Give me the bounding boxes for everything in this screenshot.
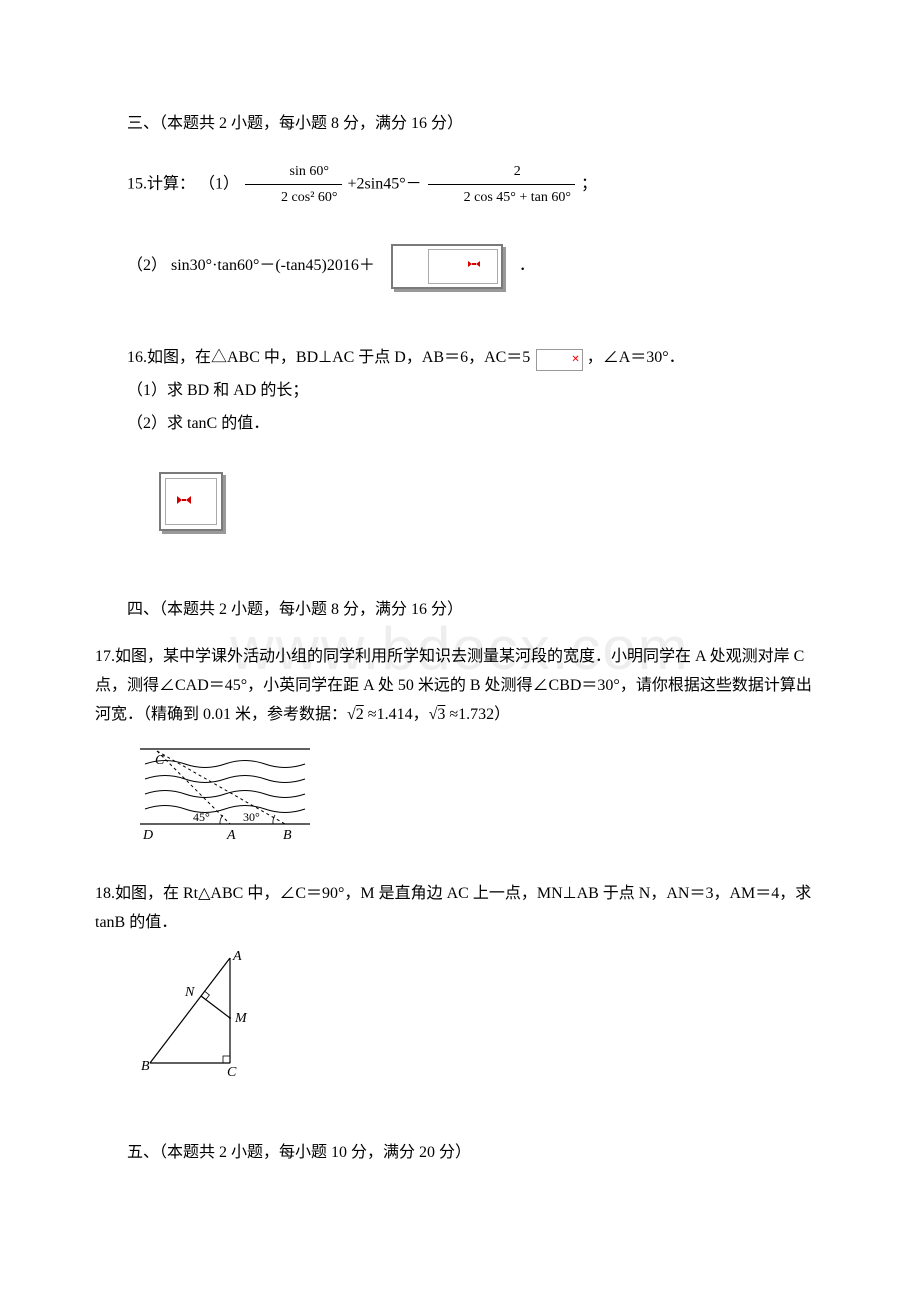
p18-text: 18.如图，在 Rt△ABC 中，∠C＝90°，M 是直角边 AC 上一点，MN… — [95, 880, 825, 938]
section-5-heading: 五、（本题共 2 小题，每小题 10 分，满分 20 分） — [95, 1139, 825, 1168]
p16-line1a: 16.如图，在△ABC 中，BD⊥AC 于点 D，AB＝6，AC＝5 — [127, 349, 530, 366]
label-D: D — [142, 828, 153, 843]
p18-diagram: A N M B C — [135, 948, 825, 1089]
p15-part1-label: （1） — [199, 175, 239, 192]
p17-sqrt3: √3 — [429, 706, 446, 723]
broken-image-1 — [391, 244, 503, 289]
p15-part2: （2） sin30°·tan60°－(-tan45)2016＋ — [127, 257, 375, 274]
broken-image-icon — [176, 493, 188, 505]
p15-frac2: 2 2 cos 45° + tan 60° — [428, 159, 575, 210]
label-B: B — [283, 828, 292, 843]
p15-frac1: sin 60° 2 cos² 60° — [245, 159, 341, 210]
p17-text: 17.如图，某中学课外活动小组的同学利用所学知识去测量某河段的宽度．小明同学在 … — [95, 643, 825, 729]
label-N: N — [184, 985, 195, 1000]
label-B2: B — [141, 1059, 150, 1074]
broken-image-icon — [467, 258, 479, 270]
p15-part2-end: ． — [519, 257, 535, 274]
label-30: 30° — [243, 810, 260, 824]
label-C2: C — [227, 1065, 237, 1078]
broken-image-small-1: ✕ — [536, 349, 582, 371]
p17-diagram: C 45° 30° D A B — [135, 739, 825, 860]
problem-16: 16.如图，在△ABC 中，BD⊥AC 于点 D，AB＝6，AC＝5 ✕ ，∠A… — [95, 344, 825, 531]
label-A: A — [226, 828, 236, 843]
label-45: 45° — [193, 810, 210, 824]
p16-line1b: ，∠A＝30°． — [587, 349, 685, 366]
p16-line2: （1）求 BD 和 AD 的长； — [95, 377, 825, 406]
p16-figure — [159, 472, 825, 531]
p15-mid1: +2sin45°－ — [348, 175, 422, 192]
p16-line1: 16.如图，在△ABC 中，BD⊥AC 于点 D，AB＝6，AC＝5 ✕ ，∠A… — [95, 344, 825, 373]
problem-15: 15.计算： （1） sin 60° 2 cos² 60° +2sin45°－ … — [95, 159, 825, 289]
p16-line3: （2）求 tanC 的值． — [95, 410, 825, 439]
section-4-heading: 四、（本题共 2 小题，每小题 8 分，满分 16 分） — [95, 596, 825, 625]
p17-approx1: ≈1.414， — [368, 706, 429, 723]
section-3-heading: 三、（本题共 2 小题，每小题 8 分，满分 16 分） — [95, 110, 825, 139]
problem-15-part2: （2） sin30°·tan60°－(-tan45)2016＋ ． — [95, 244, 825, 289]
p15-frac2-num: 2 — [428, 159, 575, 185]
p15-end1: ； — [581, 175, 597, 192]
problem-17: 17.如图，某中学课外活动小组的同学利用所学知识去测量某河段的宽度．小明同学在 … — [95, 643, 825, 860]
p15-frac2-den: 2 cos 45° + tan 60° — [428, 185, 575, 210]
problem-18: 18.如图，在 Rt△ABC 中，∠C＝90°，M 是直角边 AC 上一点，MN… — [95, 880, 825, 1088]
p17-approx2: ≈1.732） — [449, 706, 510, 723]
p15-frac1-num: sin 60° — [245, 159, 341, 185]
label-A2: A — [232, 949, 242, 964]
broken-image-2 — [159, 472, 223, 531]
label-M: M — [234, 1011, 248, 1026]
p15-frac1-den: 2 cos² 60° — [245, 185, 341, 210]
p15-prefix: 15.计算： — [127, 175, 195, 192]
p17-sqrt2: √2 — [347, 706, 364, 723]
problem-15-part1: 15.计算： （1） sin 60° 2 cos² 60° +2sin45°－ … — [95, 159, 825, 210]
